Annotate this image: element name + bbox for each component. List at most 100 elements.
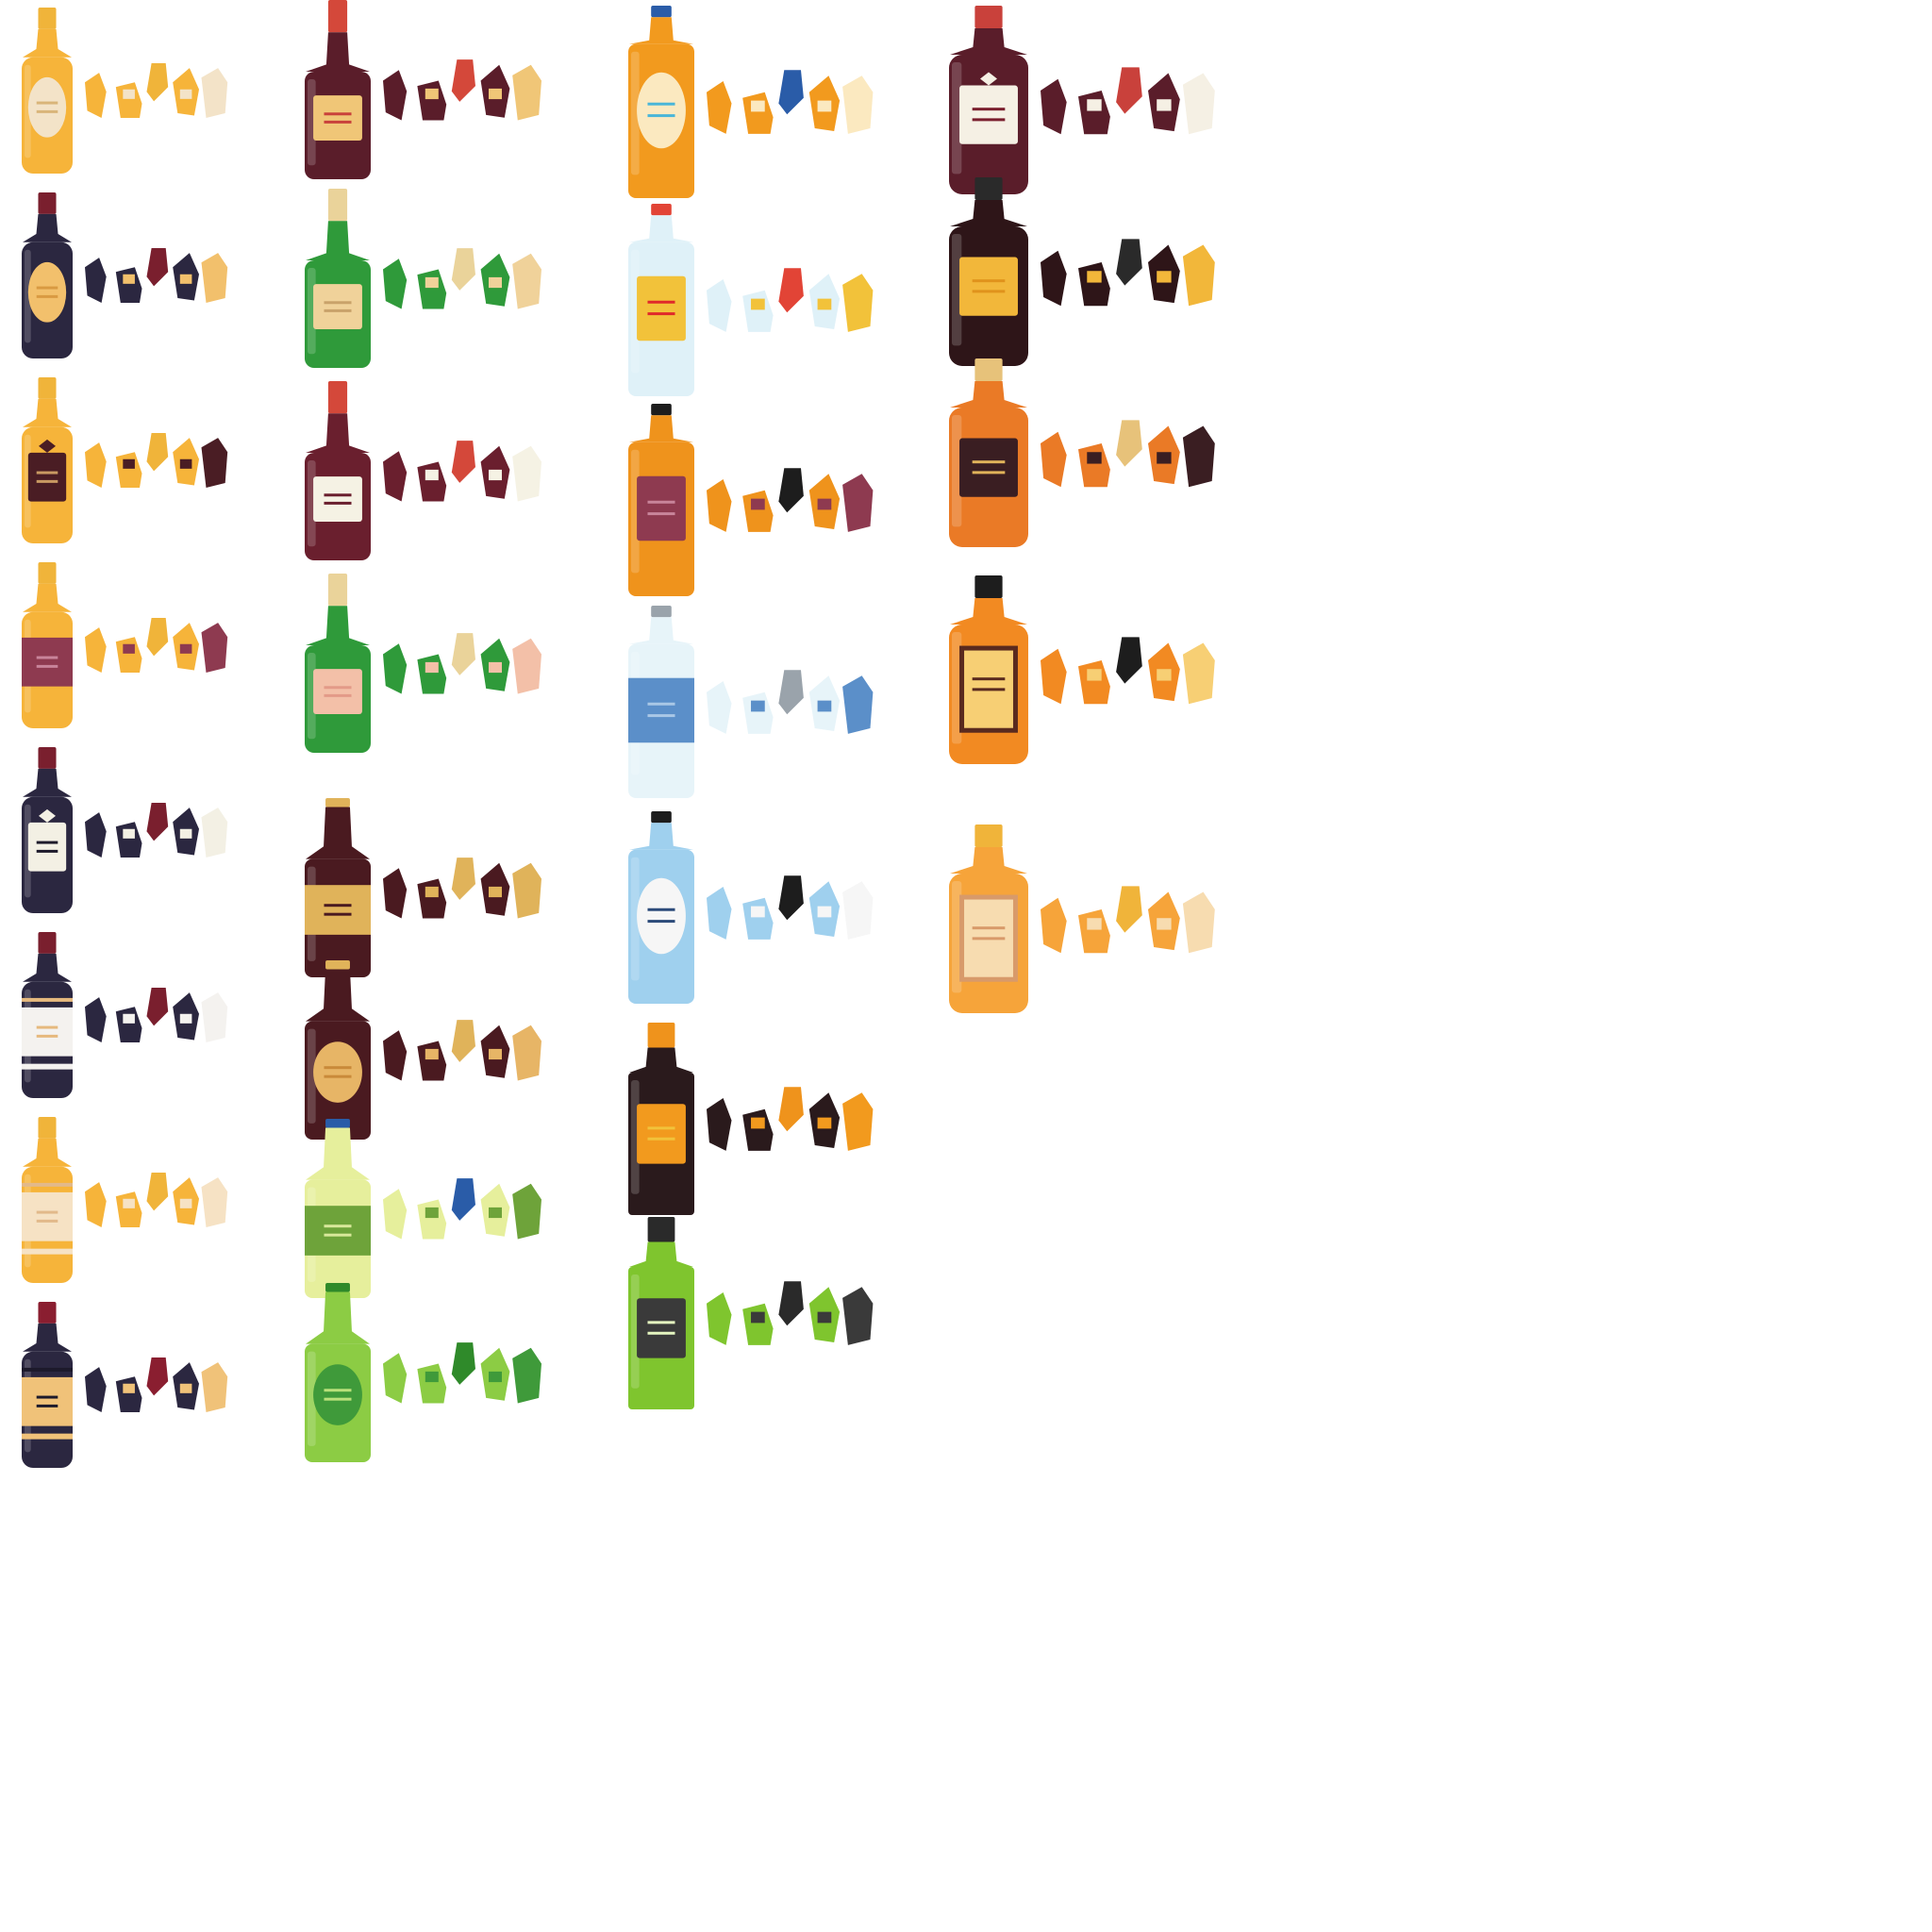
sprite-fragment-label	[1157, 669, 1172, 681]
sprite-fragment	[201, 253, 228, 303]
sprite-fragment-label	[179, 1013, 192, 1024]
sprite-fragment	[1077, 262, 1110, 307]
bottle-sprite-wine[interactable]	[21, 192, 232, 358]
sprite-fragment	[115, 267, 142, 303]
sprite-fragment	[417, 269, 447, 309]
sprite-fragment	[417, 1363, 447, 1404]
sprite-fragment	[1116, 67, 1142, 114]
sprite-fragment	[451, 441, 475, 483]
sprite-fragment-label	[817, 700, 832, 712]
sprite-fragment	[382, 1189, 408, 1240]
sprite-fragment-label	[1157, 271, 1172, 283]
sprite-fragment	[512, 1347, 541, 1404]
bottle-sprite-spirit[interactable]	[627, 606, 878, 798]
sprite-fragment	[84, 997, 107, 1042]
sprite-fragment	[778, 875, 804, 921]
sprite-fragment	[115, 822, 142, 858]
bottle-sprite-wine[interactable]	[21, 1302, 232, 1468]
sprite-fragment-label	[179, 1198, 192, 1208]
bottle-sprite-wine[interactable]	[21, 1117, 232, 1283]
sprite-fragment-label	[123, 89, 135, 99]
sprite-fragment	[115, 637, 142, 673]
bottle-sprite-champagne[interactable]	[304, 574, 547, 753]
bottle-sprite-spirit[interactable]	[627, 6, 878, 198]
sprite-fragment-label	[425, 886, 439, 898]
bottle-sprite-flask[interactable]	[627, 1023, 878, 1215]
sprite-fragment	[1182, 891, 1215, 954]
sprite-fragment	[451, 59, 475, 102]
sprite-fragment	[115, 1376, 142, 1412]
sprite-fragment-label	[817, 100, 832, 112]
sprite-fragment-label	[179, 643, 192, 654]
sprite-fragment	[742, 92, 774, 134]
sprite-fragment	[382, 868, 408, 919]
sprite-fragment	[146, 1357, 169, 1396]
bottle-sprite-beer[interactable]	[304, 1119, 547, 1298]
sprite-fragment-label	[1087, 669, 1102, 681]
sprite-fragment	[417, 80, 447, 121]
sprite-fragment	[706, 479, 732, 532]
sprite-fragment	[451, 1020, 475, 1062]
sprite-fragment-label	[488, 1048, 502, 1060]
bottle-sprite-champagne[interactable]	[304, 381, 547, 560]
bottle-sprite-liquor[interactable]	[948, 6, 1221, 194]
bottle-sprite-wine[interactable]	[21, 377, 232, 543]
sprite-fragment-label	[751, 1117, 765, 1129]
bottle-sprite-beer[interactable]	[304, 798, 547, 977]
bottle-sprite-beer[interactable]	[304, 960, 547, 1140]
bottle-beer-icon	[304, 798, 371, 977]
sprite-fragment	[201, 1177, 228, 1227]
bottle-sprite-wine[interactable]	[21, 8, 232, 174]
sprite-fragment-label	[425, 469, 439, 481]
bottle-spirit-icon	[627, 606, 694, 798]
bottle-sprite-wine[interactable]	[21, 932, 232, 1098]
sprite-fragment	[512, 862, 541, 919]
sprite-fragment	[842, 1092, 874, 1151]
sprite-fragment	[778, 670, 804, 715]
sprite-fragment	[201, 623, 228, 673]
sprite-fragment	[84, 258, 107, 303]
bottle-spirit-icon	[627, 811, 694, 1004]
bottle-wine-icon	[21, 192, 73, 358]
bottle-liquor-icon	[949, 575, 1028, 764]
sprite-fragment-label	[817, 298, 832, 310]
bottle-sprite-champagne[interactable]	[304, 189, 547, 368]
bottle-sprite-liquor[interactable]	[948, 575, 1221, 764]
sprite-fragment	[778, 1281, 804, 1326]
sprite-fragment-label	[179, 828, 192, 839]
bottle-sprite-liquor[interactable]	[948, 177, 1221, 366]
bottle-sprite-spirit[interactable]	[627, 811, 878, 1004]
bottle-wine-icon	[21, 932, 73, 1098]
bottle-sprite-liquor[interactable]	[948, 358, 1221, 547]
sprite-fragment-label	[123, 458, 135, 469]
sprite-fragment	[146, 618, 169, 657]
bottle-sprite-spirit[interactable]	[627, 204, 878, 396]
bottle-sprite-wine[interactable]	[21, 562, 232, 728]
sprite-fragment	[84, 442, 107, 488]
sprite-fragment-label	[1087, 271, 1102, 283]
bottle-spirit-icon	[627, 204, 694, 396]
bottle-flask-icon	[627, 1023, 694, 1215]
bottle-wine-icon	[21, 747, 73, 913]
sprite-fragment	[742, 1108, 774, 1151]
bottle-sprite-flask[interactable]	[627, 1217, 878, 1409]
sprite-fragment	[201, 992, 228, 1042]
bottle-sprite-spirit[interactable]	[627, 404, 878, 596]
bottle-sprite-champagne[interactable]	[304, 0, 547, 179]
sprite-fragment-label	[179, 274, 192, 284]
bottle-sprite-wine[interactable]	[21, 747, 232, 913]
bottle-wine-icon	[21, 1302, 73, 1468]
sprite-fragment-label	[488, 469, 502, 481]
bottle-liquor-icon	[949, 358, 1028, 547]
sprite-fragment	[742, 897, 774, 940]
bottle-sprite-liquor[interactable]	[948, 824, 1221, 1013]
bottle-flask-icon	[627, 1217, 694, 1409]
bottle-liquor-icon	[949, 177, 1028, 366]
sprite-fragment	[778, 1087, 804, 1132]
bottle-sprite-beer[interactable]	[304, 1283, 547, 1462]
sprite-fragment	[706, 887, 732, 940]
sprite-fragment-label	[817, 906, 832, 918]
sprite-fragment-label	[425, 276, 439, 289]
sprite-fragment-label	[751, 100, 765, 112]
sprite-fragment	[201, 438, 228, 488]
